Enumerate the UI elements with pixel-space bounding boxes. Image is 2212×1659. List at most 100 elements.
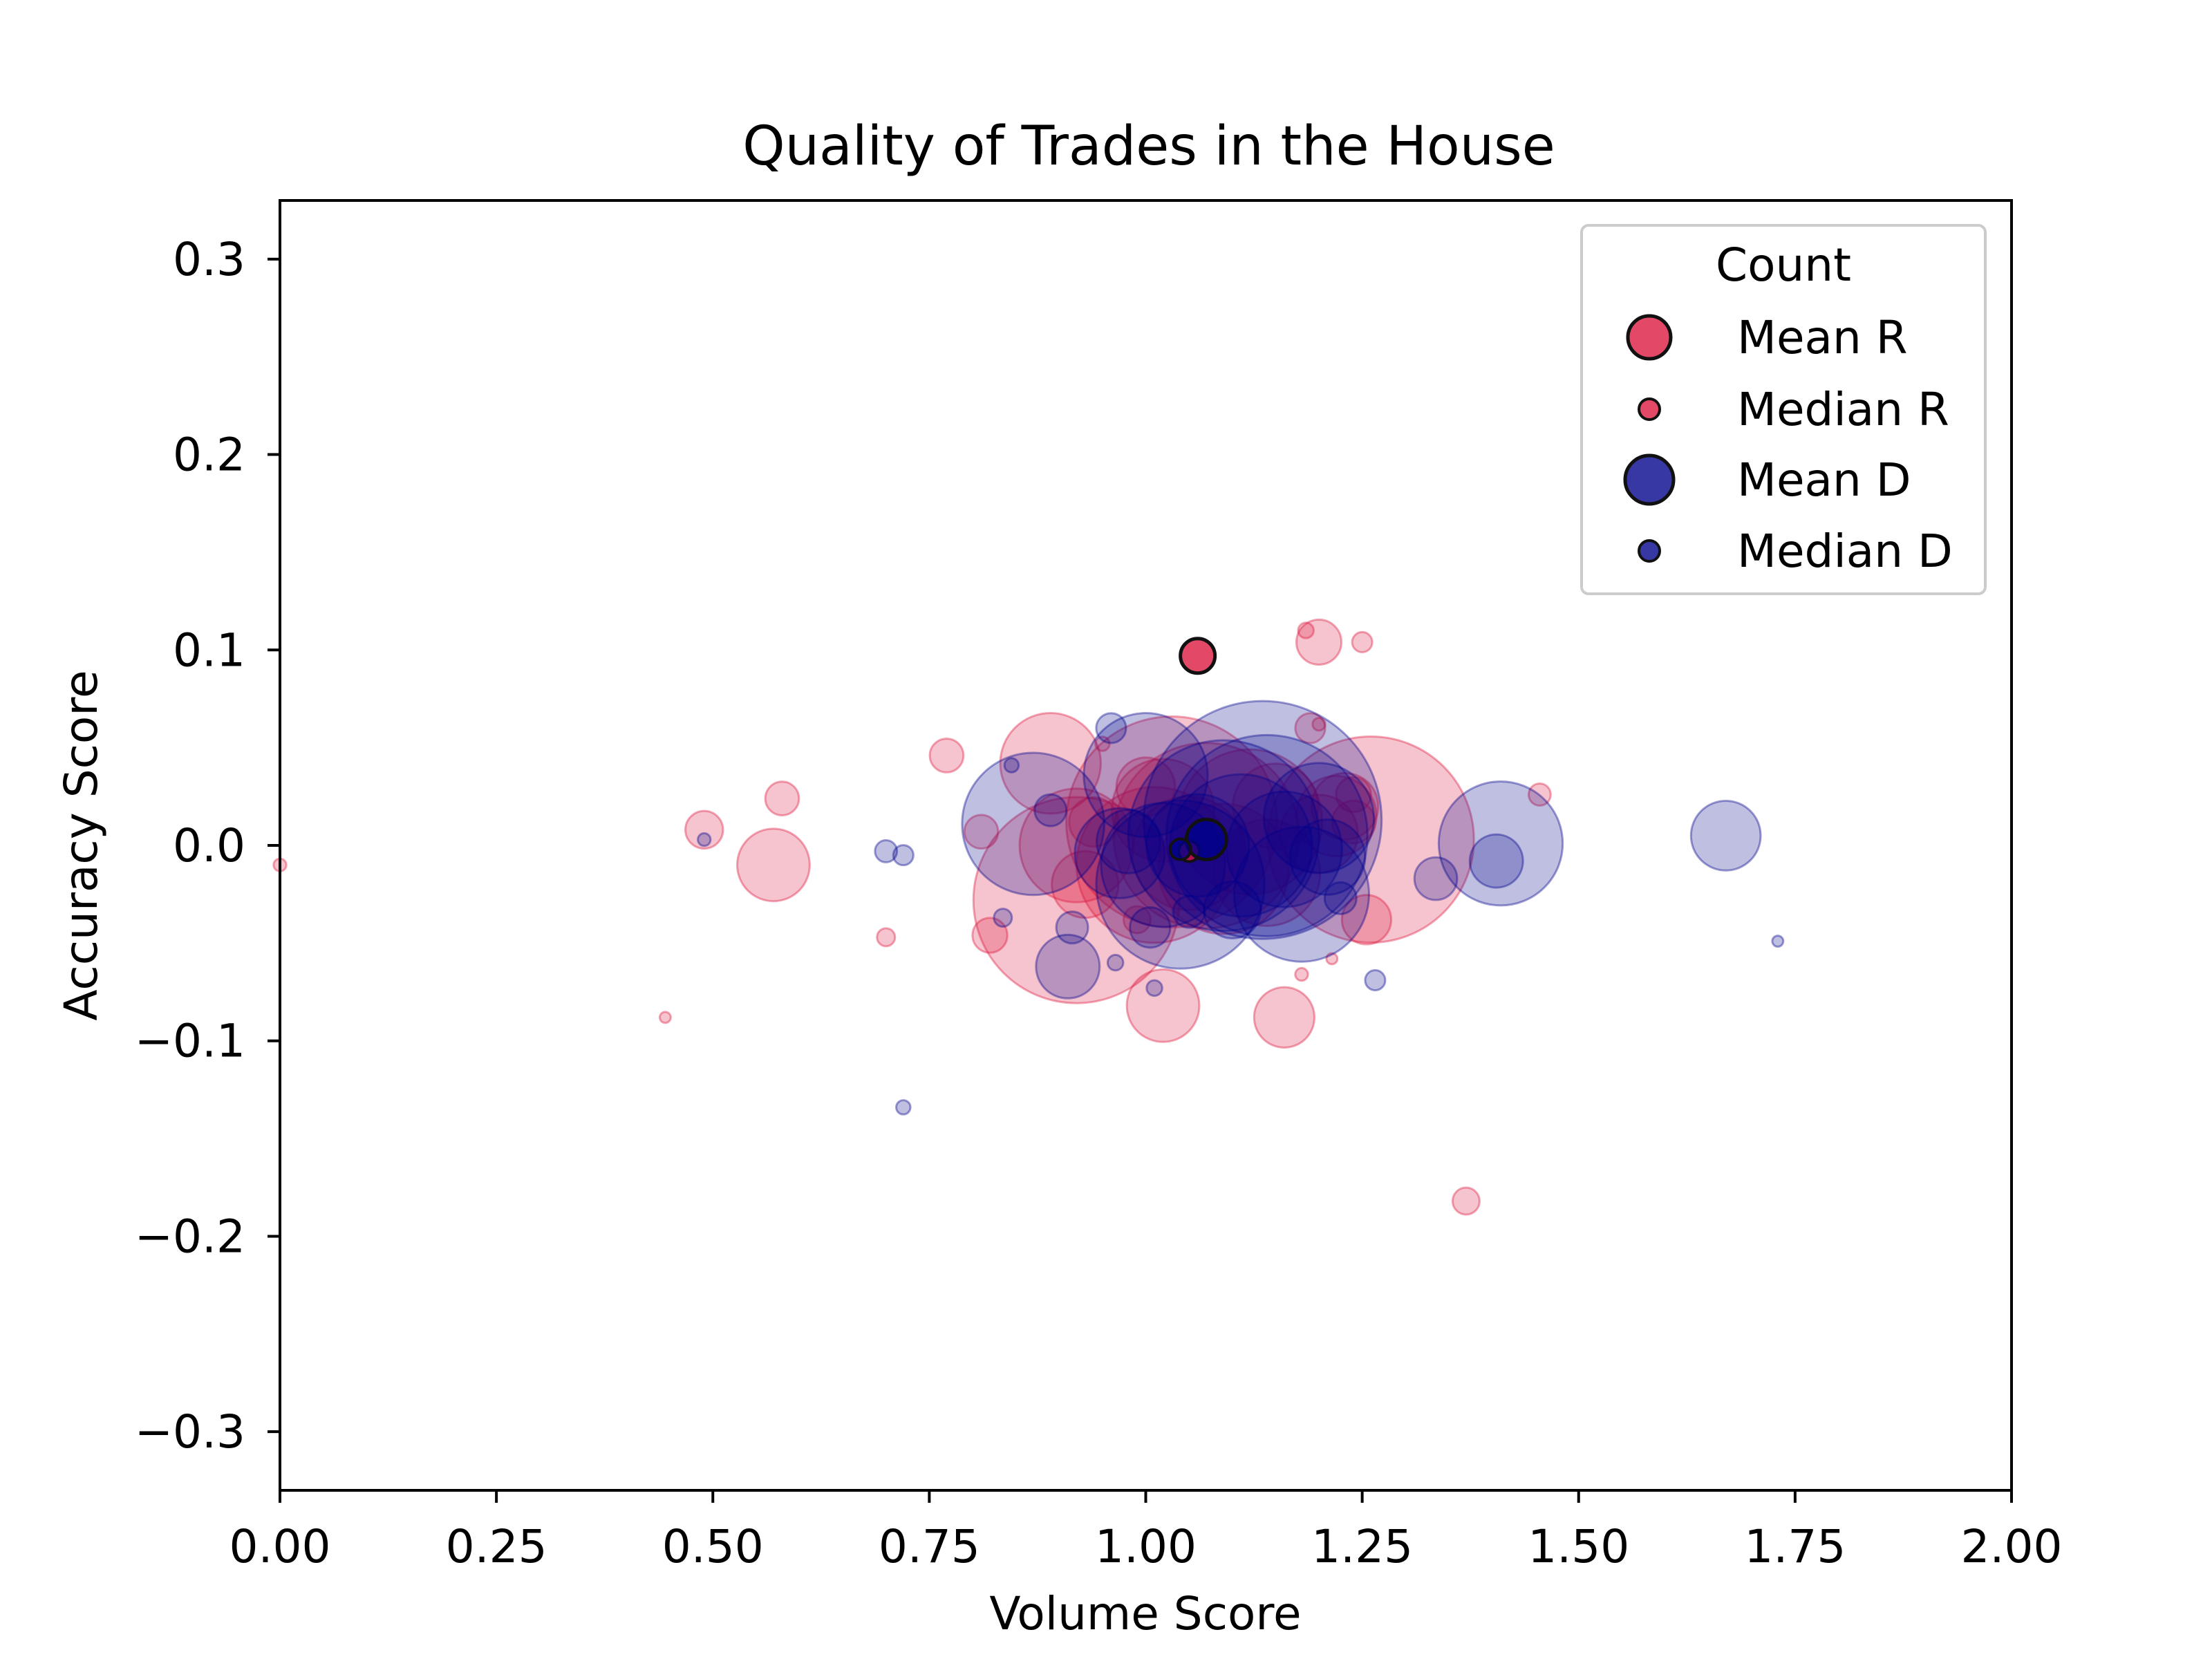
scatter-point-r	[928, 738, 965, 774]
scatter-point-r	[1310, 771, 1380, 841]
scatter-point-r	[1311, 717, 1327, 732]
scatter-point-r	[972, 796, 1181, 1004]
scatter-point-r	[1068, 796, 1120, 848]
scatter-point-r	[1351, 630, 1374, 654]
scatter-point-d	[1055, 910, 1089, 945]
x-axis-tick-label: 1.00	[1095, 1520, 1197, 1573]
scatter-point-r	[1115, 756, 1177, 818]
scatter-point-r	[1294, 712, 1327, 744]
legend-entries: Mean R Median R Mean D Median D	[1623, 311, 1953, 578]
scatter-point-d	[1172, 894, 1206, 929]
scatter-point-d	[1129, 906, 1172, 949]
scatter-point-d	[1142, 700, 1383, 940]
scatter-point-r	[1266, 735, 1475, 944]
scatter-point-r	[1122, 905, 1152, 935]
y-axis-tick-label: 0.3	[173, 233, 245, 286]
legend-marker-mean-r	[1626, 314, 1673, 361]
y-axis-tick-label: 0.0	[173, 819, 245, 872]
scatter-point-d	[1771, 935, 1785, 948]
scatter-point-d	[961, 751, 1106, 897]
scatter-point-d	[1262, 762, 1376, 874]
scatter-point-r	[1331, 799, 1376, 845]
x-axis-tick-label: 0.50	[662, 1520, 764, 1573]
scatter-point-d	[874, 839, 899, 863]
scatter-point-d	[1082, 712, 1209, 838]
scatter-point-r	[1279, 794, 1359, 874]
scatter-point-d	[1323, 881, 1358, 915]
scatter-point-r	[1018, 787, 1135, 903]
scatter-point-r	[971, 917, 1009, 954]
x-axis-tick-label: 2.00	[1961, 1520, 2063, 1573]
points-layer	[272, 618, 1785, 1216]
scatter-point-r	[1094, 735, 1111, 752]
legend-box	[1580, 224, 1987, 595]
scatter-point-d	[1468, 833, 1524, 889]
x-axis-tick-label: 1.25	[1311, 1520, 1413, 1573]
legend-marker-mean-d	[1623, 453, 1676, 506]
legend: Count Mean R Median R Mean D Median D	[1580, 224, 1987, 595]
scatter-point-r	[658, 1011, 672, 1024]
y-axis-tick-label: −0.2	[135, 1210, 245, 1263]
scatter-point-r	[876, 927, 897, 948]
x-axis-tick-label: 0.75	[879, 1520, 980, 1573]
scatter-point-r	[1065, 715, 1279, 929]
scatter-point-d	[1145, 979, 1163, 997]
scatter-point-d	[1288, 818, 1367, 896]
scatter-point-r	[764, 780, 800, 816]
scatter-point-d	[1095, 712, 1127, 744]
scatter-point-d	[993, 908, 1013, 928]
scatter-point-r	[1253, 986, 1316, 1049]
legend-label: Mean D	[1737, 453, 1911, 507]
scatter-point-r	[735, 827, 811, 903]
scatter-point-d	[1095, 808, 1161, 874]
scatter-point-r	[1527, 782, 1552, 807]
scatter-point-d	[892, 844, 915, 867]
summary-layer	[1168, 637, 1228, 863]
scatter-point-r	[1232, 762, 1320, 850]
scatter-point-d	[1074, 807, 1166, 899]
scatter-point-r	[1212, 818, 1322, 928]
legend-marker-median-r	[1638, 397, 1661, 421]
legend-title: Count	[1716, 238, 1851, 292]
scatter-point-r	[1335, 776, 1372, 814]
x-axis: 0.00 0.25 0.50 0.75 1.00 1.25 1.50 1.75 2.00	[229, 1490, 2063, 1573]
scatter-point-r	[1325, 952, 1339, 966]
x-axis-tick-label: 0.25	[446, 1520, 547, 1573]
legend-marker-median-d	[1638, 539, 1661, 563]
legend-label: Mean R	[1737, 311, 1908, 364]
scatter-point-d	[1232, 825, 1371, 963]
mean-d-point	[1184, 818, 1228, 862]
scatter-point-r	[1294, 966, 1309, 982]
y-axis-tick-label: −0.1	[135, 1015, 245, 1068]
scatter-point-d	[1106, 953, 1125, 972]
scatter-point-r	[1297, 621, 1315, 639]
scatter-point-r	[1451, 1186, 1481, 1216]
chart-title: Quality of Trades in the House	[742, 115, 1555, 178]
scatter-point-r	[1051, 850, 1120, 919]
scatter-point-d	[1225, 790, 1343, 908]
legend-label: Median R	[1737, 383, 1949, 436]
y-axis: 0.3 0.2 0.1 0.0 −0.1 −0.2 −0.3	[135, 233, 280, 1459]
median-d-point	[1168, 837, 1192, 861]
x-axis-label: Volume Score	[989, 1587, 1301, 1640]
scatter-point-r	[1295, 774, 1378, 858]
scatter-point-r	[999, 712, 1102, 815]
legend-label: Median D	[1737, 525, 1953, 578]
scatter-point-d	[1364, 969, 1387, 992]
scatter-point-d	[1003, 757, 1020, 774]
scatter-point-r	[963, 814, 1000, 850]
scatter-point-d	[1689, 799, 1762, 872]
y-axis-tick-label: 0.1	[173, 624, 245, 677]
scatter-point-d	[1033, 793, 1068, 827]
y-axis-label: Accuracy Score	[55, 670, 108, 1020]
scatter-point-d	[895, 1099, 912, 1116]
y-axis-tick-label: −0.3	[135, 1405, 245, 1459]
mean-r-point	[1179, 637, 1217, 675]
x-axis-tick-label: 0.00	[229, 1520, 331, 1573]
scatter-point-d	[1035, 933, 1101, 1000]
scatter-point-d	[1413, 856, 1459, 901]
y-axis-tick-label: 0.2	[173, 429, 245, 482]
scatter-point-r	[1295, 618, 1343, 666]
